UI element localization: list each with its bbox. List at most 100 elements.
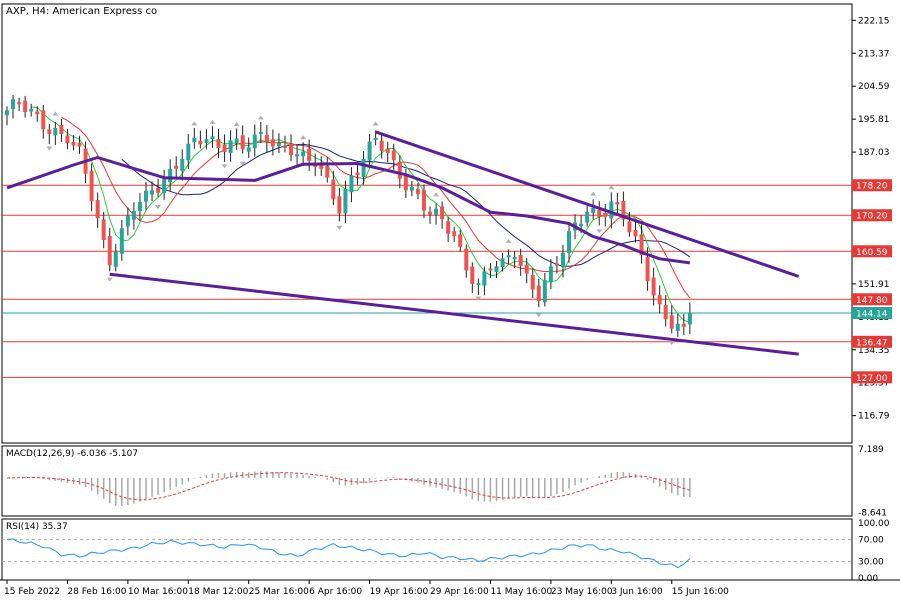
candle-body: [379, 140, 384, 151]
candle-body: [307, 148, 312, 161]
fractal-up-marker: [590, 191, 597, 196]
candle-body: [295, 154, 300, 157]
candle-body: [591, 207, 596, 214]
fractal-up-marker: [505, 238, 512, 243]
x-axis-tick-label: 11 May 16:00: [490, 587, 552, 597]
rsi-tick-label: 0.00: [858, 574, 878, 584]
candle-body: [579, 223, 584, 227]
y-axis-tick-label: 204.59: [858, 82, 890, 92]
candle-body: [240, 135, 245, 150]
candle-body: [131, 210, 136, 220]
price-level-label: 136.47: [856, 338, 888, 348]
candle-body: [476, 283, 481, 286]
candle-body: [222, 144, 227, 152]
candle-body: [264, 134, 269, 143]
candle-body: [639, 234, 644, 256]
macd-tick-label: -8.641: [858, 509, 887, 519]
candle-body: [367, 141, 372, 161]
candle-body: [325, 165, 330, 178]
candle-body: [137, 202, 142, 211]
candle-body: [331, 179, 336, 200]
y-axis-tick-label: 187.03: [858, 148, 890, 158]
candle-body: [518, 255, 523, 266]
y-axis-tick-label: 134.35: [858, 346, 890, 356]
candle-body: [210, 136, 215, 140]
candle-body: [186, 143, 191, 161]
trendline: [375, 130, 800, 278]
candle-body: [627, 221, 632, 233]
candle-body: [150, 190, 155, 195]
y-axis-tick-label: 116.79: [858, 412, 890, 422]
candle-body: [47, 129, 52, 135]
ma-mid-line: [61, 116, 691, 299]
candle-body: [11, 99, 16, 110]
candle-body: [319, 165, 324, 169]
macd-pane: [1, 445, 853, 517]
candle-body: [681, 323, 686, 327]
candle-body: [428, 211, 433, 215]
candle-body: [180, 158, 185, 171]
candle-body: [597, 210, 602, 217]
candle-body: [536, 285, 541, 301]
candle-body: [524, 264, 529, 274]
fractal-down-marker: [336, 225, 343, 230]
candle-body: [687, 312, 692, 325]
price-level-tag: [852, 179, 892, 192]
candle-body: [554, 263, 559, 266]
candle-body: [41, 110, 46, 130]
rsi-tick-label: 70.00: [858, 536, 884, 546]
candle-body: [246, 147, 251, 152]
x-axis-tick-label: 19 Apr 16:00: [370, 587, 429, 597]
candle-body: [5, 110, 9, 116]
main-price-pane: [1, 3, 853, 444]
candle-body: [65, 135, 70, 144]
candle-body: [89, 170, 94, 202]
fractal-up-marker: [209, 119, 216, 124]
fractal-down-marker: [221, 164, 228, 169]
x-axis-tick-label: 23 May 16:00: [551, 587, 613, 597]
candle-body: [609, 201, 614, 219]
trendline: [109, 272, 799, 356]
price-level-tag: [852, 371, 892, 384]
y-axis-tick-label: 195.81: [858, 115, 890, 125]
macd-signal-line: [6, 472, 691, 501]
x-axis-tick-label: 15 Jun 16:00: [672, 587, 729, 597]
candle-body: [174, 165, 179, 169]
price-level-label: 178.20: [856, 182, 888, 192]
candle-body: [645, 257, 650, 282]
candle-body: [397, 162, 402, 179]
candle-body: [494, 266, 499, 272]
ma-slow-line: [121, 143, 691, 267]
candle-body: [216, 139, 221, 149]
candle-body: [59, 125, 64, 134]
candle-body: [71, 141, 76, 146]
fractal-up-marker: [52, 111, 59, 116]
candle-body: [17, 102, 22, 105]
price-level-label: 127.00: [856, 374, 888, 384]
x-axis-tick-label: 3 Jun 16:00: [611, 587, 663, 597]
candle-body: [29, 108, 34, 112]
fractal-up-marker: [300, 135, 307, 140]
current-price-tag: [852, 307, 892, 320]
fractal-down-marker: [475, 296, 482, 301]
candle-body: [464, 248, 469, 271]
candle-body: [35, 111, 40, 115]
candle-body: [113, 251, 118, 267]
candle-body: [482, 271, 487, 286]
candle-body: [657, 295, 662, 305]
candle-body: [282, 145, 287, 148]
candle-body: [542, 280, 547, 303]
fractal-up-marker: [257, 115, 264, 120]
candle-body: [421, 190, 426, 211]
price-level-tag: [852, 209, 892, 222]
candle-body: [585, 211, 590, 223]
rsi-tick-label: 30.00: [858, 558, 884, 568]
price-level-label: 147.80: [856, 296, 888, 306]
candle-body: [403, 175, 408, 191]
candle-body: [119, 228, 124, 254]
candle-body: [289, 143, 294, 156]
candle-body: [409, 187, 414, 191]
fractal-down-marker: [106, 277, 113, 282]
